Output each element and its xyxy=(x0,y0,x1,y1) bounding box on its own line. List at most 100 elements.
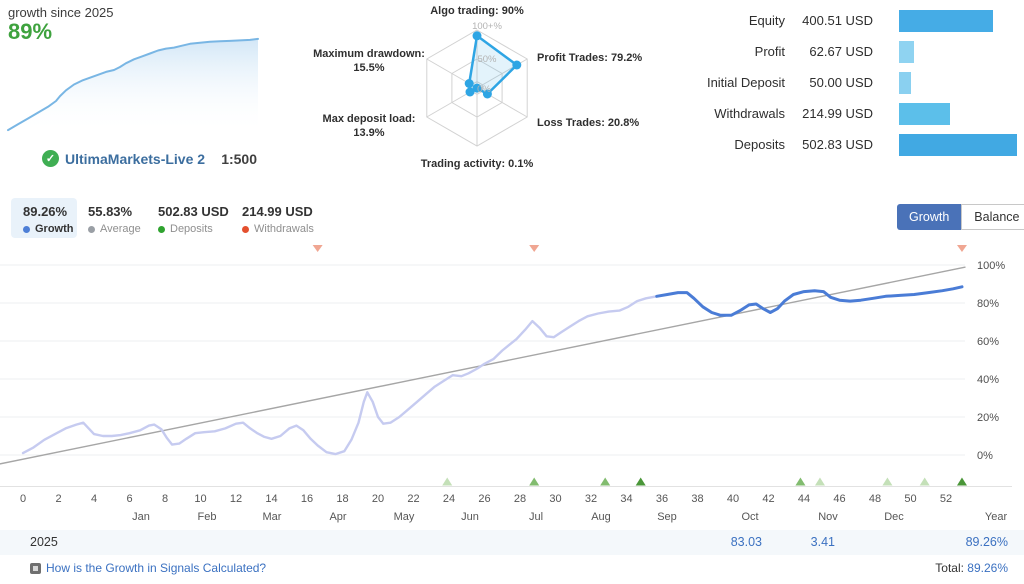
radar-data-point xyxy=(472,83,482,93)
week-tick-label: 0 xyxy=(20,493,26,505)
stat-withdrawals-value: 214.99 USD xyxy=(242,204,313,219)
week-tick-label: 50 xyxy=(904,493,916,505)
total-growth: Total: 89.26% xyxy=(935,561,1008,575)
balance-bar-fill xyxy=(899,9,993,32)
balance-bar-label: Deposits xyxy=(734,137,785,152)
month-label: Jun xyxy=(461,511,479,523)
withdrawal-marker-icon xyxy=(956,245,967,252)
radar-axis-label: Trading activity: 0.1% xyxy=(421,158,534,170)
radar-axis-value: 15.5% xyxy=(353,62,384,74)
balance-tab[interactable]: Balance xyxy=(961,204,1024,230)
balance-bar-fill xyxy=(899,133,1017,156)
withdrawal-marker-icon xyxy=(312,245,323,252)
deposits-dot-icon xyxy=(158,225,165,233)
y-axis-label: 80% xyxy=(977,298,999,310)
balance-bar-track xyxy=(899,9,1019,32)
radar-data-point xyxy=(464,79,474,88)
mini-growth-title: growth since 2025 xyxy=(8,5,114,20)
week-tick-label: 46 xyxy=(833,493,845,505)
radar-ring-label: 100+% xyxy=(472,21,502,32)
row-year: 2025 xyxy=(30,535,58,549)
stat-average-value: 55.83% xyxy=(88,204,133,219)
growth-help-link[interactable]: How is the Growth in Signals Calculated? xyxy=(46,561,267,575)
balance-bar-track xyxy=(899,102,1019,125)
balance-bar-label: Initial Deposit xyxy=(706,75,785,90)
radar-axis-label: Loss Trades: 20.8% xyxy=(537,117,639,129)
balance-bar-row: Profit 62.67 USD xyxy=(690,40,1020,63)
mini-growth-value: 89% xyxy=(8,19,53,44)
y-axis-label: 20% xyxy=(977,412,999,424)
balance-bar-fill xyxy=(899,102,950,125)
total-label: Total: xyxy=(935,561,964,575)
radar-data-point xyxy=(472,31,482,41)
y-axis-label: 0% xyxy=(977,450,993,462)
week-tick-label: 44 xyxy=(798,493,810,505)
growth-line-early xyxy=(21,295,658,456)
stat-average[interactable]: 55.83% Average xyxy=(88,198,141,244)
deposit-marker-icon xyxy=(635,477,646,486)
mini-growth-line xyxy=(7,37,259,132)
total-value: 89.26% xyxy=(967,561,1008,575)
stat-deposits[interactable]: 502.83 USD Deposits xyxy=(158,198,229,244)
footer-row: How is the Growth in Signals Calculated?… xyxy=(0,557,1024,584)
growth-dot-icon xyxy=(23,225,30,233)
deposit-marker-icon xyxy=(442,477,453,486)
balance-bar-value: 62.67 USD xyxy=(809,44,873,59)
chart-mode-toggle: Growth Balance xyxy=(897,204,1024,230)
growth-line-recent xyxy=(655,285,964,317)
y-axis-label: 60% xyxy=(977,336,999,348)
month-label: Oct xyxy=(741,511,758,523)
week-tick-label: 10 xyxy=(194,493,206,505)
table-row-2025: 2025 83.03 3.41 89.26% xyxy=(0,530,1024,555)
radar-ring-label: 50% xyxy=(477,54,497,65)
deposit-marker-icon xyxy=(919,477,930,486)
growth-tab[interactable]: Growth xyxy=(897,204,962,230)
balance-bar-value: 214.99 USD xyxy=(802,106,873,121)
y-axis-label: 40% xyxy=(977,374,999,386)
week-tick-label: 48 xyxy=(869,493,881,505)
deposit-marker-icon xyxy=(956,477,967,486)
balance-bar-value: 502.83 USD xyxy=(802,137,873,152)
signal-radar-chart: 100+% 50% 0% Algo trading: 90% Profit Trades… xyxy=(313,5,642,170)
week-tick-label: 38 xyxy=(691,493,703,505)
week-tick-label: 4 xyxy=(91,493,97,505)
week-tick-label: 14 xyxy=(265,493,277,505)
withdrawals-dot-icon xyxy=(242,225,249,233)
week-tick-label: 42 xyxy=(762,493,774,505)
row-oct-value: 83.03 xyxy=(730,535,762,549)
mini-growth-chart xyxy=(7,37,259,133)
balance-bar-track xyxy=(899,71,1019,94)
y-axis-label: 100% xyxy=(977,260,1005,272)
week-tick-label: 12 xyxy=(230,493,242,505)
balance-bar-row: Equity 400.51 USD xyxy=(690,9,1020,32)
radar-data-point xyxy=(512,60,522,70)
deposit-marker-icon xyxy=(882,477,893,486)
month-label: Dec xyxy=(884,511,904,523)
week-tick-label: 26 xyxy=(478,493,490,505)
deposit-marker-icon xyxy=(814,477,825,486)
month-label: May xyxy=(394,511,415,523)
month-label: Apr xyxy=(329,511,346,523)
week-tick-label: 6 xyxy=(126,493,132,505)
row-nov-value: 3.41 xyxy=(810,535,835,549)
radar-axis-label: Profit Trades: 79.2% xyxy=(537,52,642,64)
balance-bar-row: Withdrawals 214.99 USD xyxy=(690,102,1020,125)
stat-withdrawals[interactable]: 214.99 USD Withdrawals xyxy=(242,198,314,244)
row-year-total: 89.26% xyxy=(965,535,1008,549)
month-label: Aug xyxy=(591,511,611,523)
week-tick-label: 34 xyxy=(620,493,632,505)
stat-growth-label: Growth xyxy=(35,223,74,235)
balance-bar-fill xyxy=(899,40,914,63)
balance-bar-label: Withdrawals xyxy=(714,106,785,121)
balance-bar-value: 50.00 USD xyxy=(809,75,873,90)
month-label: Jan xyxy=(132,511,150,523)
radar-axis-label: Algo trading: 90% xyxy=(430,5,524,17)
deposit-marker-icon xyxy=(600,477,611,486)
video-help-icon[interactable] xyxy=(30,563,41,574)
week-tick-label: 28 xyxy=(514,493,526,505)
balance-bar-row: Initial Deposit 50.00 USD xyxy=(690,71,1020,94)
stat-growth[interactable]: 89.26% Growth xyxy=(11,198,77,238)
deposit-marker-icon xyxy=(529,477,540,486)
radar-axis-label: Maximum drawdown: xyxy=(313,48,425,60)
